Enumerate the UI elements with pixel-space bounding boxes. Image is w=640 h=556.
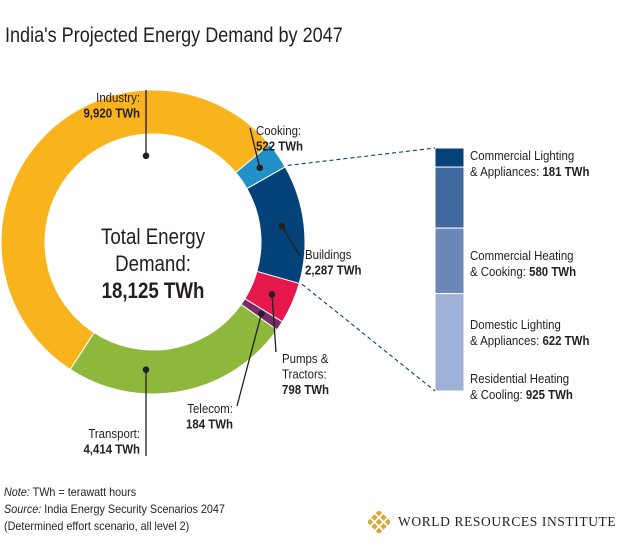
label-industry-1: Industry: [96,90,140,105]
leader-buildings [281,226,301,257]
leader-dot-transport [142,366,150,373]
segment-commercial_lighting [434,147,465,168]
label-commercial_lighting-2: & Appliances: 181 TWh [470,164,589,179]
logo-mark-8 [380,523,387,530]
label-residential_heating-value: 925 TWh [526,387,573,402]
logo-mark-9 [375,527,383,533]
label-commercial_lighting-prefix: & Appliances: [470,164,542,179]
label-transport-1: Transport: [88,426,140,441]
logo-mark-3 [380,514,387,521]
connector-top [287,147,436,166]
label-pumps-2: Tractors: [282,367,327,382]
wri-logo-text: WORLD RESOURCES INSTITUTE [398,514,617,529]
leader-dot-telecom [258,310,265,318]
label-commercial_heating-value: 580 TWh [529,264,576,279]
segment-domestic_lighting [434,227,465,295]
slice-industry [0,89,271,371]
chart-title: India's Projected Energy Demand by 2047 [5,24,343,47]
label-commercial_heating-prefix: & Cooking: [470,264,529,279]
logo-mark-2 [371,514,378,521]
center-label-line2: Demand: [115,253,191,277]
leader-dot-pumps [268,291,276,298]
wri-logo: WORLD RESOURCES INSTITUTE [368,511,616,533]
center-label: Total Energy Demand: 18,125 TWh [101,226,206,304]
label-domestic_lighting-value: 622 TWh [542,333,589,348]
note-text: TWh = terawatt hours [29,485,137,499]
buildings-breakdown: Commercial Lighting& Appliances: 181 TWh… [287,147,589,402]
logo-mark-1 [375,511,383,517]
leader-cooking [249,127,261,168]
source-line: Source: India Energy Security Scenarios … [4,501,225,518]
label-domestic_lighting-1: Domestic Lighting [470,317,561,332]
slice-transport [69,303,278,395]
label-cooking-2: 522 TWh [256,139,303,154]
label-cooking-1: Cooking: [256,123,301,138]
leader-telecom [236,313,263,407]
leader-dot-buildings [278,223,286,230]
label-commercial_heating-1: Commercial Heating [470,248,574,263]
slice-buildings [246,166,306,285]
leader-dot-industry [142,152,150,160]
label-transport-2: 4,414 TWh [83,442,140,457]
note-line: Note: TWh = terawatt hours [4,484,225,501]
center-label-line1: Total Energy [101,226,206,250]
label-residential_heating-prefix: & Cooling: [470,387,526,402]
slice-labels: Industry:9,920 TWh Cooking:522 TWh Buildin… [83,90,361,456]
label-commercial_lighting-1: Commercial Lighting [470,148,574,163]
logo-mark-5 [375,518,383,526]
label-residential_heating-2: & Cooling: 925 TWh [470,387,573,402]
label-buildings-2: 2,287 TWh [305,263,362,278]
label-commercial_heating-2: & Cooking: 580 TWh [470,264,576,279]
label-telecom-2: 184 TWh [186,417,233,432]
logo-mark-4 [368,518,374,526]
leader-dot-cooking [256,164,264,172]
center-label-value: 18,125 TWh [102,280,205,304]
logo-mark-7 [371,523,378,530]
label-industry-2: 9,920 TWh [83,106,140,121]
logo-mark-6 [384,518,390,526]
label-pumps-3: 798 TWh [282,382,329,397]
segment-commercial_heating [434,166,465,229]
label-pumps-1: Pumps & [282,351,328,366]
label-domestic_lighting-prefix: & Appliances: [470,333,542,348]
label-domestic_lighting-2: & Appliances: 622 TWh [470,333,589,348]
wri-logo-icon [368,511,390,533]
label-telecom-1: Telecom: [187,401,233,416]
source-detail: (Determined effort scenario, all level 2… [4,519,190,533]
label-buildings-1: Buildings [305,247,351,262]
label-commercial_lighting-value: 181 TWh [542,164,589,179]
leader-lines [142,90,301,456]
source-label: Source: [4,502,42,516]
notes: Note: TWh = terawatt hours Source: India… [4,484,225,535]
connector-bottom [301,283,436,392]
source-text: India Energy Security Scenarios 2047 [41,502,225,516]
note-label: Note: [4,485,30,499]
leader-pumps [271,294,277,353]
label-residential_heating-1: Residential Heating [470,371,569,386]
segment-residential_heating [434,293,465,392]
